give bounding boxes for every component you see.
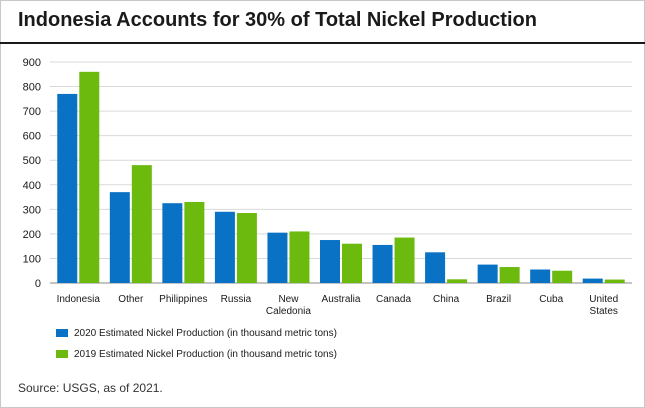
y-tick-label: 500: [23, 155, 41, 167]
legend-swatch-2020: [56, 329, 68, 338]
source-note: Source: USGS, as of 2021.: [18, 381, 163, 395]
y-tick-label: 100: [23, 253, 41, 265]
x-tick-label: Canada: [376, 294, 411, 305]
y-tick-label: 900: [23, 57, 41, 69]
x-tick-label: Caledonia: [266, 306, 311, 317]
legend-item-2019: 2019 Estimated Nickel Production (in tho…: [56, 349, 337, 360]
bar-2020: [372, 244, 393, 283]
bar-2020: [267, 232, 288, 283]
bar-2019: [499, 267, 520, 283]
x-tick-label: Philippines: [159, 294, 207, 305]
legend-swatch-2019: [56, 350, 68, 359]
bar-2019: [447, 279, 468, 283]
bar-2020: [477, 264, 498, 283]
legend-item-2020: 2020 Estimated Nickel Production (in tho…: [56, 328, 337, 339]
bar-2019: [131, 165, 152, 283]
bar-2019: [79, 71, 100, 283]
y-tick-label: 700: [23, 106, 41, 118]
bar-2020: [57, 93, 78, 283]
x-tick-label: Cuba: [539, 294, 563, 305]
bar-2019: [342, 243, 362, 283]
y-tick-label: 600: [23, 131, 41, 143]
x-tick-label: Russia: [221, 294, 252, 305]
y-tick-label: 800: [23, 82, 41, 94]
legend-label-2019: 2019 Estimated Nickel Production (in tho…: [74, 349, 337, 360]
chart-title: Indonesia Accounts for 30% of Total Nick…: [18, 9, 537, 31]
bar-2019: [394, 237, 415, 283]
title-divider: [0, 42, 645, 44]
bar-2020: [425, 252, 446, 283]
bar-2020: [530, 269, 551, 283]
x-tick-label: United: [589, 294, 618, 305]
bar-2020: [214, 211, 235, 283]
x-tick-label: Other: [118, 294, 144, 305]
bar-2019: [236, 213, 257, 283]
bar-2020: [582, 278, 603, 283]
bar-2020: [109, 192, 130, 283]
y-tick-label: 400: [23, 180, 41, 192]
bar-2019: [289, 231, 310, 283]
bar-2019: [552, 270, 573, 283]
x-tick-label: Australia: [322, 294, 361, 305]
x-tick-label: States: [590, 306, 618, 317]
bar-2019: [604, 279, 625, 283]
bar-2020: [320, 240, 340, 283]
x-tick-label: Brazil: [486, 294, 511, 305]
bar-2019: [184, 201, 205, 283]
bar-chart: 0 100 200 300 400 500 600 700 800 900 Indonesia Oth…: [23, 57, 632, 317]
y-tick-label: 200: [23, 229, 41, 241]
y-tick-label: 0: [35, 278, 41, 290]
x-tick-label: Indonesia: [57, 294, 101, 305]
bar-2020: [162, 203, 183, 283]
y-tick-label: 300: [23, 204, 41, 216]
x-tick-label: New: [278, 294, 299, 305]
x-tick-label: China: [433, 294, 460, 305]
legend-label-2020: 2020 Estimated Nickel Production (in tho…: [74, 328, 337, 339]
